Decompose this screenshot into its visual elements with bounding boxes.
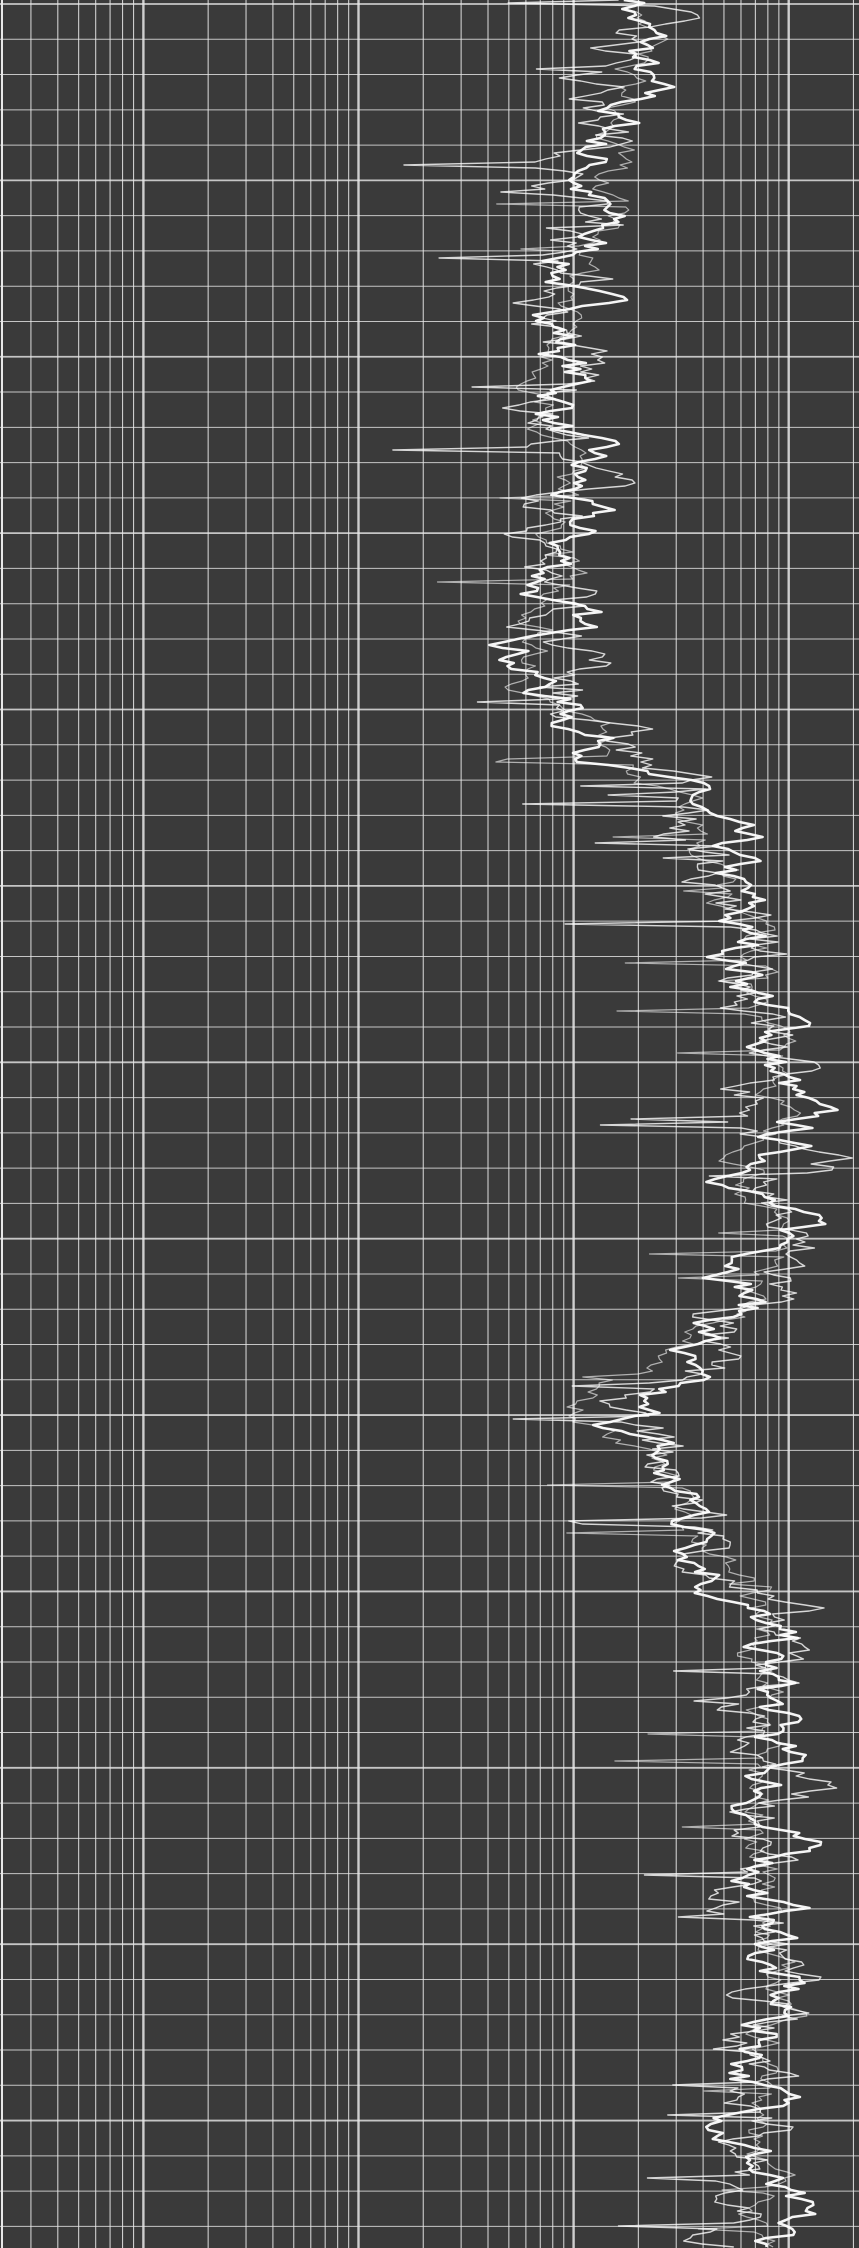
trace-line <box>488 0 839 2248</box>
trace-line <box>436 0 808 2248</box>
trace <box>392 0 853 2248</box>
trace-line <box>392 0 853 2248</box>
